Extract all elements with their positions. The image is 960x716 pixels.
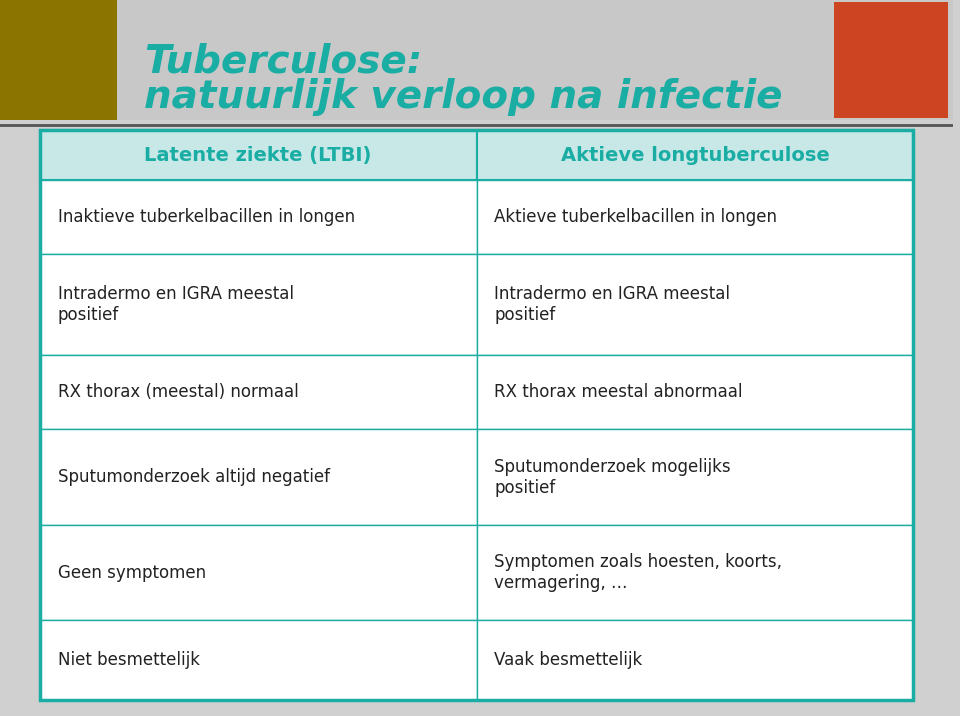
Text: Intradermo en IGRA meestal
positief: Intradermo en IGRA meestal positief: [58, 285, 294, 324]
FancyBboxPatch shape: [476, 525, 913, 620]
FancyBboxPatch shape: [476, 355, 913, 430]
FancyBboxPatch shape: [39, 355, 476, 430]
Text: Niet besmettelijk: Niet besmettelijk: [58, 652, 200, 669]
FancyBboxPatch shape: [476, 620, 913, 700]
FancyBboxPatch shape: [39, 254, 476, 355]
FancyBboxPatch shape: [39, 130, 476, 180]
FancyBboxPatch shape: [476, 130, 913, 180]
Text: Sputumonderzoek altijd negatief: Sputumonderzoek altijd negatief: [58, 468, 329, 486]
FancyBboxPatch shape: [39, 620, 476, 700]
FancyBboxPatch shape: [0, 0, 117, 120]
FancyBboxPatch shape: [0, 0, 953, 120]
Text: RX thorax (meestal) normaal: RX thorax (meestal) normaal: [58, 383, 299, 401]
FancyBboxPatch shape: [39, 525, 476, 620]
Text: Sputumonderzoek mogelijks
positief: Sputumonderzoek mogelijks positief: [494, 458, 732, 496]
Text: Aktieve tuberkelbacillen in longen: Aktieve tuberkelbacillen in longen: [494, 208, 778, 226]
Text: Symptomen zoals hoesten, koorts,
vermagering, …: Symptomen zoals hoesten, koorts, vermage…: [494, 553, 782, 592]
FancyBboxPatch shape: [476, 254, 913, 355]
FancyBboxPatch shape: [39, 180, 476, 254]
FancyBboxPatch shape: [39, 430, 476, 525]
Text: natuurlijk verloop na infectie: natuurlijk verloop na infectie: [144, 78, 782, 116]
Text: Geen symptomen: Geen symptomen: [58, 563, 205, 581]
Text: Aktieve longtuberculose: Aktieve longtuberculose: [561, 145, 829, 165]
FancyBboxPatch shape: [476, 430, 913, 525]
Text: Vaak besmettelijk: Vaak besmettelijk: [494, 652, 642, 669]
Text: RX thorax meestal abnormaal: RX thorax meestal abnormaal: [494, 383, 743, 401]
Text: Inaktieve tuberkelbacillen in longen: Inaktieve tuberkelbacillen in longen: [58, 208, 354, 226]
FancyBboxPatch shape: [834, 2, 948, 118]
FancyBboxPatch shape: [39, 130, 913, 700]
Text: Tuberculose:: Tuberculose:: [144, 42, 422, 80]
FancyBboxPatch shape: [476, 180, 913, 254]
Text: Latente ziekte (LTBI): Latente ziekte (LTBI): [144, 145, 372, 165]
Text: Intradermo en IGRA meestal
positief: Intradermo en IGRA meestal positief: [494, 285, 731, 324]
